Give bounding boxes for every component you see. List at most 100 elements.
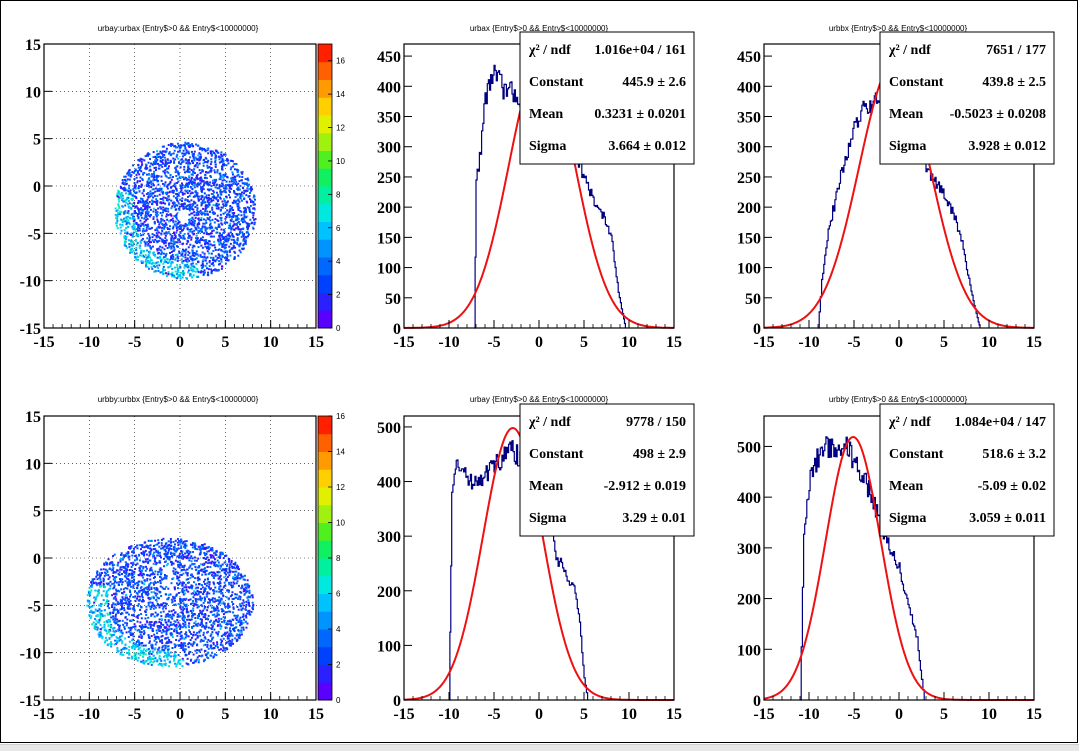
heatmap-cell bbox=[214, 212, 216, 214]
heatmap-cell bbox=[144, 221, 146, 223]
heatmap-cell bbox=[97, 627, 99, 629]
heatmap-cell bbox=[228, 582, 230, 584]
heatmap-cell bbox=[203, 274, 205, 276]
heatmap-cell bbox=[137, 164, 139, 166]
heatmap-cell bbox=[230, 177, 232, 179]
heatmap-cell bbox=[230, 168, 232, 170]
x-tick-label: 5 bbox=[580, 334, 588, 351]
heatmap-cell bbox=[137, 230, 139, 232]
heatmap-cell bbox=[228, 227, 230, 229]
heatmap-cell bbox=[228, 194, 230, 196]
heatmap-cell bbox=[193, 255, 195, 257]
heatmap-cell bbox=[190, 199, 192, 201]
heatmap-cell bbox=[128, 222, 130, 224]
heatmap-cell bbox=[187, 166, 189, 168]
heatmap-cell bbox=[180, 191, 182, 193]
heatmap-cell bbox=[199, 230, 201, 232]
heatmap-cell bbox=[206, 233, 208, 235]
heatmap-cell bbox=[170, 248, 172, 250]
heatmap-cell bbox=[219, 197, 221, 199]
heatmap-cell bbox=[226, 596, 228, 598]
heatmap-cell bbox=[104, 609, 106, 611]
heatmap-cell bbox=[163, 228, 165, 230]
heatmap-cell bbox=[185, 586, 187, 588]
heatmap-cell bbox=[231, 171, 233, 173]
heatmap-cell bbox=[206, 263, 208, 265]
heatmap-cell bbox=[187, 241, 189, 243]
heatmap-cell bbox=[208, 593, 210, 595]
heatmap-cell bbox=[188, 161, 190, 163]
heatmap-cell bbox=[92, 580, 94, 582]
heatmap-cell bbox=[140, 613, 142, 615]
y-tick-label: 50 bbox=[385, 291, 401, 308]
heatmap-cell bbox=[171, 242, 173, 244]
heatmap-cell bbox=[223, 179, 225, 181]
heatmap-cell bbox=[198, 223, 200, 225]
heatmap-cell bbox=[142, 577, 144, 579]
x-tick-label: -5 bbox=[847, 334, 860, 351]
heatmap-cell bbox=[92, 612, 94, 614]
heatmap-cell bbox=[171, 179, 173, 181]
heatmap-cell bbox=[182, 276, 184, 278]
heatmap-cell bbox=[214, 218, 216, 220]
heatmap-cell bbox=[205, 239, 207, 241]
heatmap-cell bbox=[191, 160, 193, 162]
heatmap-cell bbox=[113, 571, 115, 573]
heatmap-cell bbox=[170, 238, 172, 240]
heatmap-cell bbox=[153, 573, 155, 575]
heatmap-cell bbox=[158, 153, 160, 155]
heatmap-cell bbox=[226, 181, 228, 183]
heatmap-cell bbox=[203, 257, 205, 259]
heatmap-cell bbox=[143, 250, 145, 252]
heatmap-cell bbox=[166, 213, 168, 215]
heatmap-cell bbox=[160, 660, 162, 662]
heatmap-cell bbox=[187, 658, 189, 660]
heatmap-cell bbox=[143, 630, 145, 632]
heatmap-cell bbox=[175, 175, 177, 177]
heatmap-cell bbox=[226, 627, 228, 629]
stat-value: 0.3231 ± 0.0201 bbox=[594, 107, 686, 122]
heatmap-cell bbox=[161, 639, 163, 641]
heatmap-cell bbox=[132, 564, 134, 566]
heatmap-cell bbox=[173, 232, 175, 234]
heatmap-cell bbox=[174, 158, 176, 160]
heatmap-cell bbox=[215, 619, 217, 621]
heatmap-cell bbox=[195, 144, 197, 146]
heatmap-cell bbox=[211, 193, 213, 195]
heatmap-cell bbox=[243, 207, 245, 209]
heatmap-cell bbox=[94, 627, 96, 629]
heatmap-cell bbox=[172, 221, 174, 223]
heatmap-cell bbox=[165, 664, 167, 666]
heatmap-cell bbox=[148, 173, 150, 175]
heatmap-cell bbox=[229, 223, 231, 225]
heatmap-cell bbox=[225, 173, 227, 175]
heatmap-cell bbox=[172, 227, 174, 229]
heatmap-cell bbox=[159, 164, 161, 166]
heatmap-cell bbox=[141, 161, 143, 163]
heatmap-cell bbox=[117, 602, 119, 604]
heatmap-cell bbox=[187, 663, 189, 665]
heatmap-cell bbox=[133, 642, 135, 644]
heatmap-cell bbox=[207, 152, 209, 154]
heatmap-cell bbox=[150, 587, 152, 589]
heatmap-cell bbox=[231, 601, 233, 603]
heatmap-cell bbox=[192, 162, 194, 164]
heatmap-cell bbox=[203, 557, 205, 559]
heatmap-cell bbox=[155, 209, 157, 211]
heatmap-cell bbox=[228, 246, 230, 248]
heatmap-cell bbox=[228, 561, 230, 563]
heatmap-cell bbox=[202, 247, 204, 249]
heatmap-cell bbox=[191, 626, 193, 628]
heatmap-cell bbox=[136, 174, 138, 176]
heatmap-cell bbox=[107, 589, 109, 591]
heatmap-cell bbox=[143, 159, 145, 161]
y-tick-label: 50 bbox=[745, 291, 761, 308]
heatmap-cell bbox=[221, 621, 223, 623]
heatmap-cell bbox=[163, 261, 165, 263]
heatmap-cell bbox=[131, 580, 133, 582]
heatmap-cell bbox=[230, 166, 232, 168]
heatmap-cell bbox=[195, 569, 197, 571]
heatmap-cell bbox=[249, 198, 251, 200]
chart-title: urbay:urbax {Entry$>0 && Entry$<10000000… bbox=[98, 24, 259, 33]
heatmap-cell bbox=[213, 195, 215, 197]
